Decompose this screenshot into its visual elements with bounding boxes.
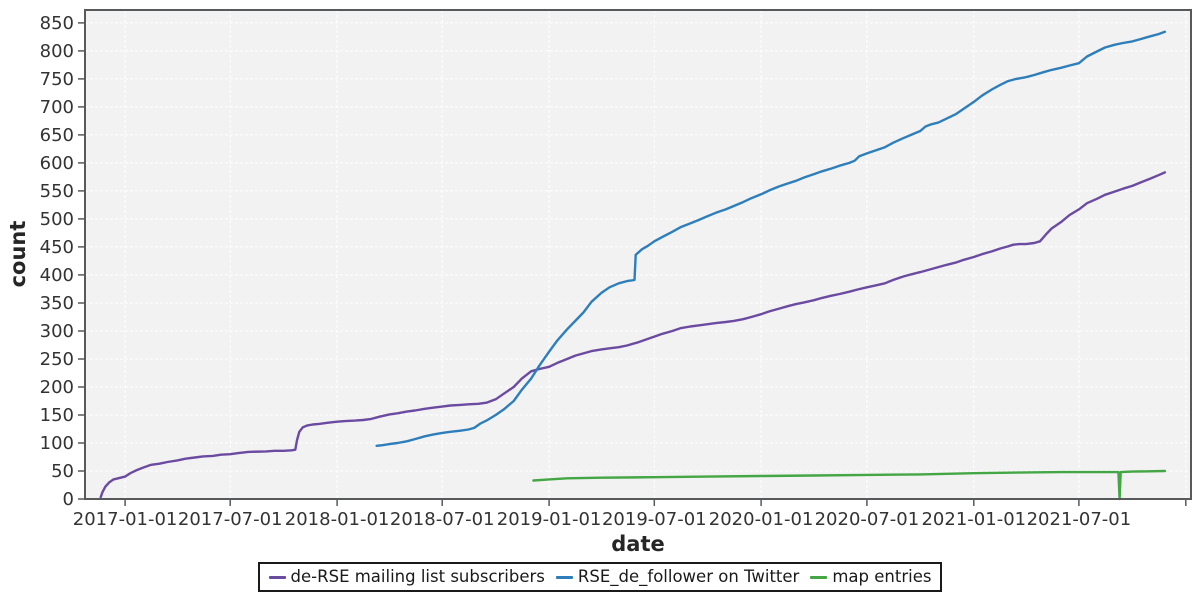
x-tick-label: 2017-01-01 — [73, 509, 178, 530]
legend-item: RSE_de_follower on Twitter — [555, 566, 800, 588]
x-tick-label: 2018-01-01 — [285, 509, 390, 530]
x-tick-label: 2021-07-01 — [1027, 509, 1132, 530]
plot-frame — [84, 9, 1192, 500]
y-tick-label: 800 — [40, 41, 74, 62]
series-line-3 — [532, 469, 1167, 501]
y-tick-label: 100 — [40, 433, 74, 454]
series-line-2 — [375, 30, 1167, 447]
y-tick-label: 50 — [51, 461, 74, 482]
legend-item: map entries — [810, 566, 931, 588]
y-tick-label: 850 — [40, 13, 74, 34]
chart-figure: 2017-01-01 2017-07-01 2018-01-01 2018-07-01… — [6, 9, 1192, 592]
legend-line-icon — [810, 575, 828, 579]
series-line-1 — [99, 171, 1167, 499]
legend-line-icon — [555, 575, 573, 579]
y-tick-label: 550 — [40, 181, 74, 202]
legend-label: RSE_de_follower on Twitter — [577, 567, 800, 586]
gridlines — [85, 10, 1191, 499]
y-tick-label: 650 — [40, 125, 74, 146]
y-tick-label: 750 — [40, 69, 74, 90]
chart-canvas: 2017-01-01 2017-07-01 2018-01-01 2018-07-01… — [6, 9, 1192, 556]
legend: de-RSE mailing list subscribers RSE_de_fo… — [0, 562, 1200, 592]
y-tick-label: 450 — [40, 237, 74, 258]
legend-item: de-RSE mailing list subscribers — [268, 566, 545, 588]
y-tick-label: 700 — [40, 97, 74, 118]
y-tick-label: 200 — [40, 377, 74, 398]
x-tick-label: 2021-01-01 — [921, 509, 1026, 530]
y-tick-label: 500 — [40, 209, 74, 230]
x-tick-label: 2017-07-01 — [178, 509, 283, 530]
x-tick-label: 2018-07-01 — [390, 509, 495, 530]
y-tick-label: 300 — [40, 321, 74, 342]
legend-label: de-RSE mailing list subscribers — [290, 567, 545, 586]
legend-box: de-RSE mailing list subscribers RSE_de_fo… — [257, 562, 943, 592]
x-tick-labels: 2017-01-01 2017-07-01 2018-01-01 2018-07-01… — [73, 509, 1131, 530]
x-tick-label: 2019-07-01 — [602, 509, 707, 530]
y-tick-label: 400 — [40, 265, 74, 286]
y-axis-title: count — [6, 221, 30, 288]
y-tick-label: 250 — [40, 349, 74, 370]
x-tick-label: 2020-07-01 — [815, 509, 920, 530]
x-tick-label: 2020-01-01 — [709, 509, 814, 530]
axis-ticks — [78, 22, 1187, 506]
x-axis-title: date — [611, 532, 664, 556]
y-tick-label: 0 — [63, 489, 74, 510]
y-tick-label: 600 — [40, 153, 74, 174]
y-tick-label: 350 — [40, 293, 74, 314]
legend-line-icon — [268, 575, 286, 579]
legend-label: map entries — [832, 567, 932, 586]
y-tick-label: 150 — [40, 405, 74, 426]
plot-area — [85, 10, 1191, 499]
x-tick-label: 2019-01-01 — [497, 509, 602, 530]
y-tick-labels: 0 50 100 150 200 250 300 350 400 450 500 550 600 650 7… — [40, 13, 74, 510]
